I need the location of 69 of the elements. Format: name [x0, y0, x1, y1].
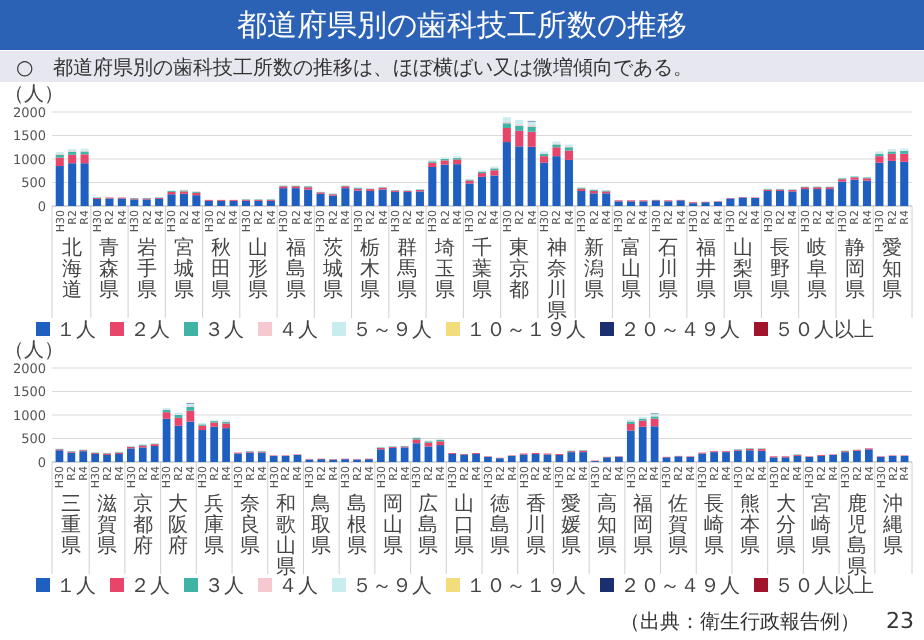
text: 福岡県: [632, 492, 653, 558]
text: 群馬県: [395, 236, 418, 302]
text: 香川県: [525, 492, 546, 558]
text: 鳥取県: [309, 492, 332, 558]
text: 長野県: [770, 238, 791, 302]
text: 山形県: [248, 236, 269, 302]
text: 岡山県: [382, 494, 403, 558]
text: 静岡県: [844, 236, 865, 302]
text: （出典：衛生行政報告例）: [620, 610, 860, 634]
text: 福島県: [285, 236, 306, 302]
text: 長崎県: [704, 494, 725, 558]
legend-label: ２人: [130, 320, 170, 342]
legend-label: ２人: [130, 576, 170, 598]
text: 滋賀県: [97, 492, 118, 558]
text: 三重県: [61, 494, 82, 558]
text: 岩手県: [136, 236, 157, 302]
chart-title: 都道府県別の歯科技工所数の推移: [237, 7, 687, 43]
text: 山口県: [454, 492, 475, 558]
text: 神奈川県: [546, 236, 567, 323]
text: 石川県: [658, 238, 679, 302]
text: 高知県: [596, 492, 617, 558]
legend-label: １０～１９人: [466, 320, 586, 342]
legend-label: １人: [56, 576, 96, 598]
text: 愛知県: [881, 236, 902, 302]
text: 茨城県: [320, 236, 343, 302]
legend-label: ５０人以上: [774, 318, 874, 342]
text: 熊本県: [739, 492, 760, 558]
text: 大分県: [775, 492, 796, 558]
legend-label: １人: [56, 320, 96, 342]
text: 奈良県: [239, 494, 260, 558]
legend-label: １０～１９人: [466, 576, 586, 598]
text: 鹿児島県: [846, 492, 867, 579]
legend-label: ３人: [204, 320, 244, 342]
text: 福井県: [695, 236, 716, 302]
text: 宮城県: [171, 236, 194, 302]
text: 兵庫県: [204, 492, 225, 558]
text: 栃木県: [360, 236, 381, 302]
legend-label: ２０～４９人: [620, 320, 740, 342]
text: 岐阜県: [807, 236, 828, 302]
text: 島根県: [347, 492, 368, 558]
text: 秋田県: [211, 236, 232, 302]
y-axis-title: （人）: [4, 84, 64, 106]
text: 大阪府: [168, 492, 189, 558]
text: 沖縄県: [880, 492, 903, 558]
legend-label: ５０人以上: [774, 574, 874, 598]
y-axis-title: （人）: [4, 340, 64, 362]
legend-label: ２０～４９人: [620, 576, 740, 598]
text: 東京都: [509, 236, 530, 302]
legend-label: ５～９人: [352, 576, 432, 598]
text: 佐賀県: [668, 494, 689, 558]
text: 徳島県: [489, 494, 510, 558]
text: 富山県: [621, 236, 642, 302]
text: 新潟県: [583, 236, 604, 302]
text: 宮崎県: [811, 492, 832, 558]
text: 北海道: [62, 236, 83, 302]
text: 広島県: [418, 492, 439, 558]
chart-subtitle: ○ 都道府県別の歯科技工所数の推移は、ほぼ横ばい又は微増傾向である。: [16, 56, 694, 80]
text: 和歌山県: [275, 492, 296, 579]
text: 愛媛県: [561, 492, 582, 558]
text: 埼玉県: [432, 236, 455, 302]
text: 千葉県: [472, 236, 492, 302]
legend-label: ４人: [278, 576, 318, 598]
text: 山梨県: [732, 236, 753, 302]
text: 京都府: [132, 492, 153, 558]
text: 青森県: [99, 236, 120, 302]
legend-label: ３人: [204, 576, 244, 598]
legend-label: ５～９人: [352, 320, 432, 342]
text: 23: [886, 608, 914, 634]
legend-label: ４人: [278, 320, 318, 342]
